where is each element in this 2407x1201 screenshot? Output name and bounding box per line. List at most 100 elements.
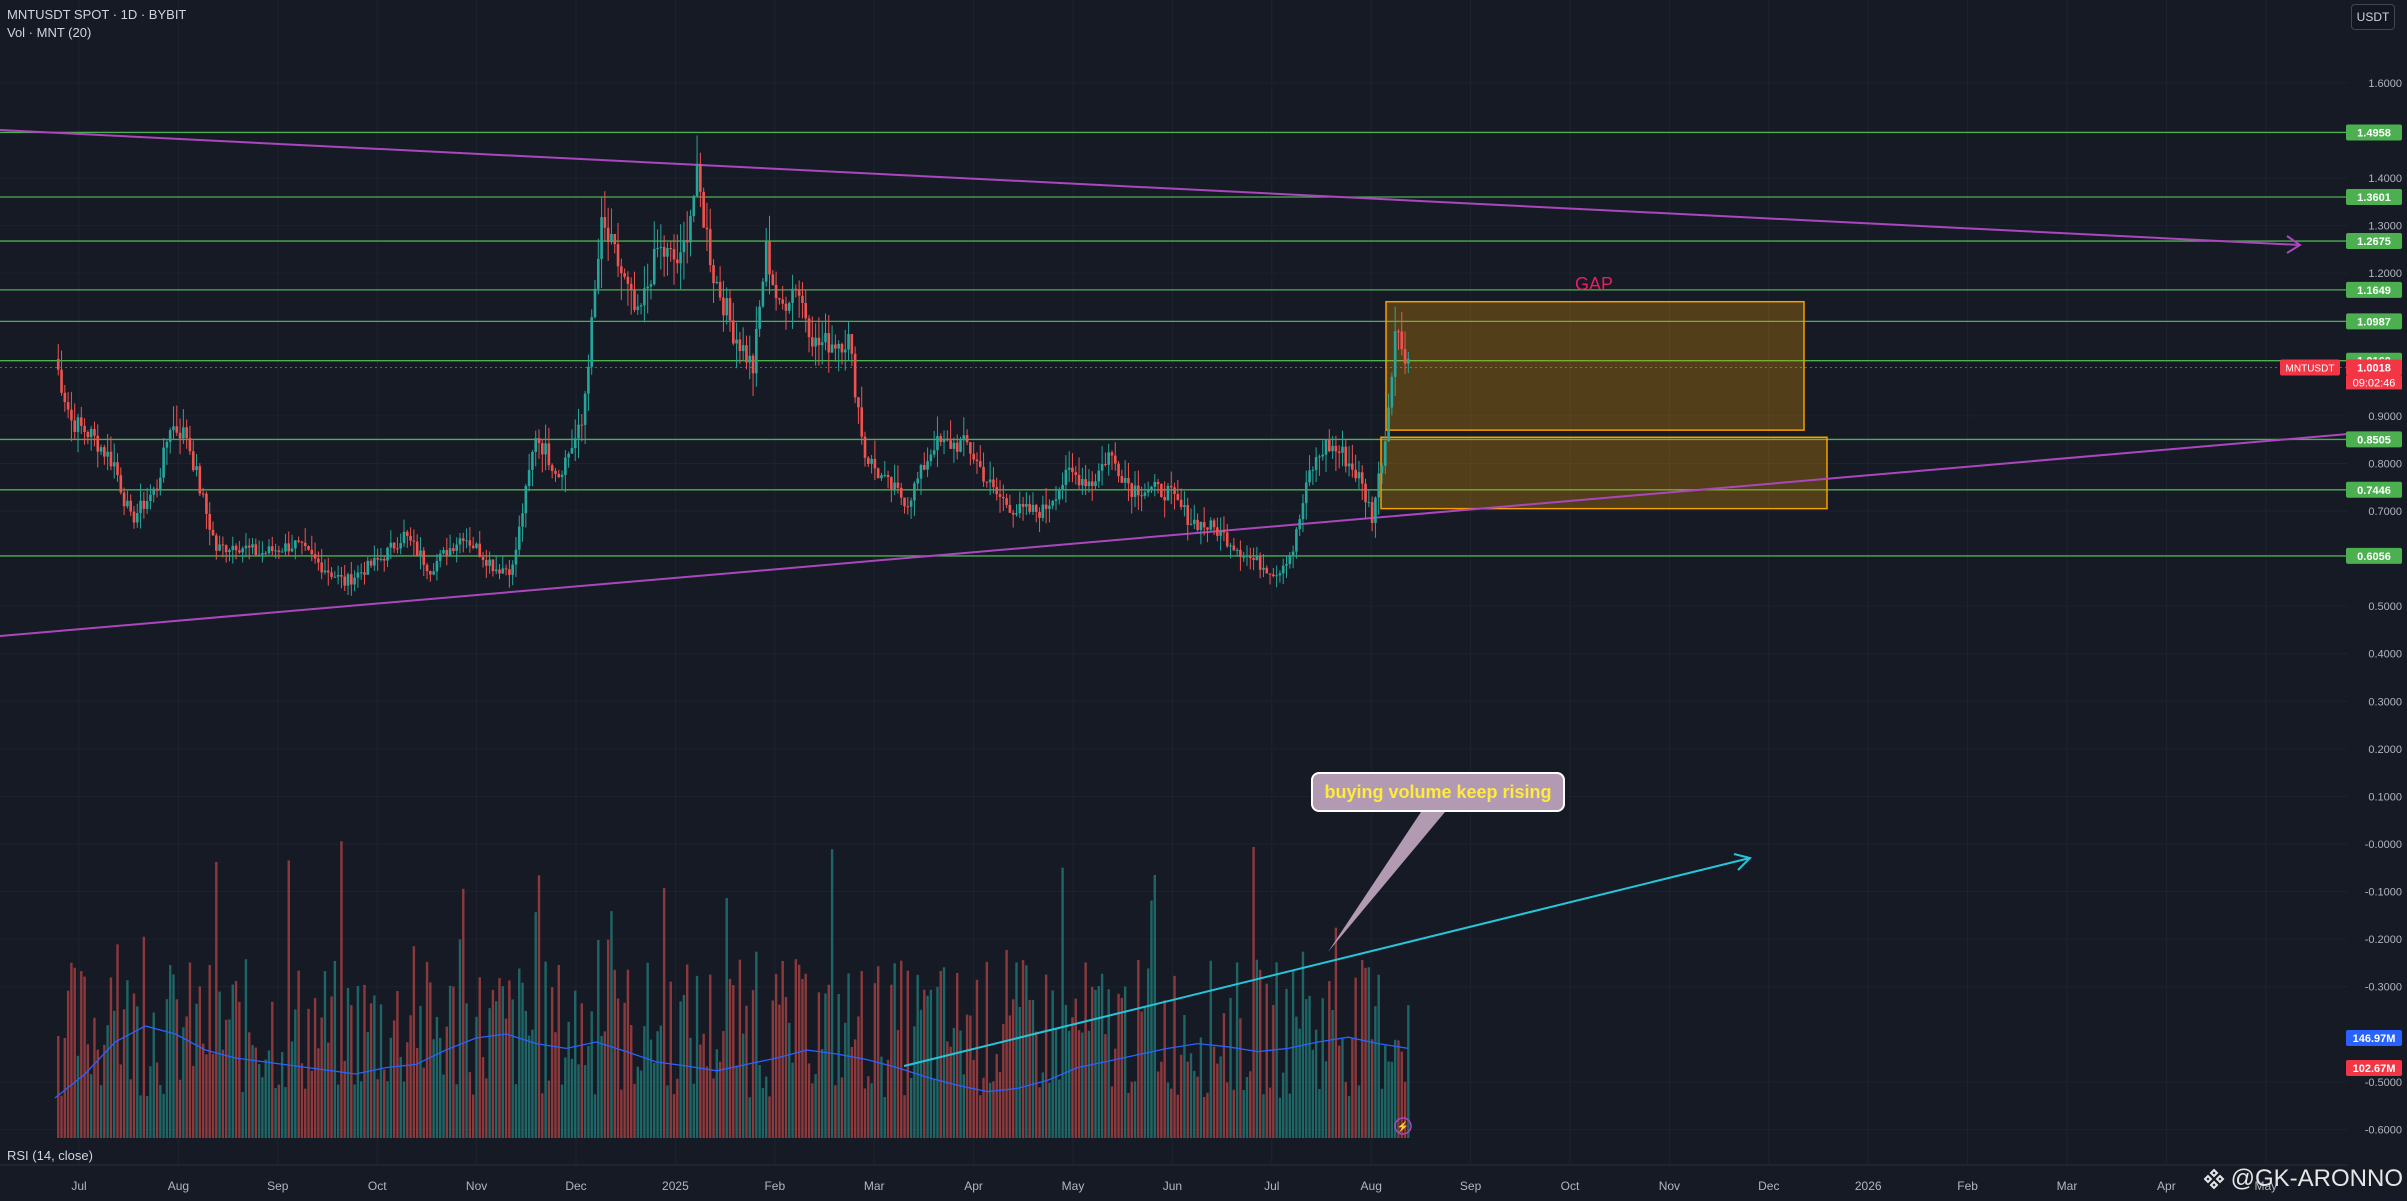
candle-body xyxy=(1090,481,1094,487)
candle-body xyxy=(1275,575,1278,577)
candle-body xyxy=(89,428,93,438)
volume-bar xyxy=(1219,1056,1222,1138)
volume-bar xyxy=(205,1054,208,1138)
candle-body xyxy=(860,407,864,437)
candle-body xyxy=(99,447,103,452)
level-label: 1.1649 xyxy=(2357,285,2391,297)
volume-bar xyxy=(1199,1037,1203,1138)
volume-bar xyxy=(1143,1006,1147,1138)
volume-bar xyxy=(1038,1087,1041,1138)
volume-bar xyxy=(613,969,616,1138)
volume-bar xyxy=(929,989,933,1138)
volume-bar xyxy=(771,1000,775,1138)
candle-body xyxy=(168,430,172,442)
volume-bar xyxy=(705,1066,709,1138)
volume-bar xyxy=(1252,847,1255,1138)
candle-body xyxy=(830,344,834,353)
volume-bar xyxy=(909,1077,913,1138)
rsi-indicator-label[interactable]: RSI (14, close) xyxy=(7,1148,93,1163)
candle-body xyxy=(475,543,478,548)
candle-body xyxy=(261,553,264,555)
volume-bar xyxy=(1305,999,1308,1138)
candle-body xyxy=(936,436,939,451)
candle-body xyxy=(659,246,663,248)
candle-body xyxy=(145,501,149,509)
candle-body xyxy=(1328,439,1331,452)
volume-bar xyxy=(807,1063,811,1138)
volume-bar xyxy=(936,986,939,1138)
volume-bar xyxy=(1216,1063,1219,1138)
candle-body xyxy=(1143,492,1147,496)
time-tick-label: Aug xyxy=(168,1179,189,1193)
price-tick-label: 1.6000 xyxy=(2368,78,2402,90)
alert-icon[interactable] xyxy=(1394,1117,1412,1135)
symbol-title[interactable]: MNTUSDT SPOT · 1D · BYBIT xyxy=(7,7,187,22)
callout-box[interactable] xyxy=(1311,772,1565,812)
currency-button[interactable]: USDT xyxy=(2351,4,2395,30)
candle-body xyxy=(992,479,995,488)
candle-body xyxy=(787,303,791,311)
volume-bar xyxy=(1314,1029,1318,1138)
candle-body xyxy=(843,349,847,353)
volume-bar xyxy=(188,962,192,1138)
volume-bar xyxy=(794,959,798,1138)
candle-body xyxy=(768,241,771,275)
candle-body xyxy=(692,196,696,217)
volume-indicator-label[interactable]: Vol · MNT (20) xyxy=(7,25,92,40)
candle-body xyxy=(995,487,999,495)
volume-bar xyxy=(534,912,537,1138)
volume-bar xyxy=(774,973,778,1138)
volume-bar xyxy=(1110,1086,1114,1138)
candle-body xyxy=(583,393,587,425)
candle-body xyxy=(254,544,258,556)
candle-body xyxy=(524,486,528,514)
candle-body xyxy=(1127,477,1130,484)
volume-bar xyxy=(1011,999,1015,1138)
volume-bar xyxy=(514,1084,518,1138)
candle-body xyxy=(429,571,432,575)
volume-bar xyxy=(639,1070,643,1138)
volume-bar xyxy=(626,969,630,1138)
volume-bar xyxy=(1403,1081,1407,1138)
candle-body xyxy=(1351,463,1354,470)
volume-bar xyxy=(949,1046,952,1138)
volume-bar xyxy=(768,1096,771,1138)
volume-bar xyxy=(1344,1082,1347,1138)
candle-body xyxy=(913,483,916,501)
price-tick-label: 0.2000 xyxy=(2368,744,2402,756)
volume-bar xyxy=(491,989,495,1138)
volume-bar xyxy=(577,1064,580,1138)
candle-body xyxy=(468,540,472,546)
candle-body xyxy=(1239,549,1242,557)
volume-bar xyxy=(244,959,248,1138)
candle-body xyxy=(1140,495,1143,497)
volume-bar xyxy=(853,1039,857,1138)
volume-bar xyxy=(695,975,699,1138)
volume-bar xyxy=(1407,1005,1410,1138)
candle-body xyxy=(356,572,360,578)
volume-bar xyxy=(80,971,83,1138)
candle-body xyxy=(402,531,406,544)
volume-bar xyxy=(1173,975,1176,1138)
volume-bar xyxy=(1025,965,1028,1138)
candle-body xyxy=(1057,489,1061,500)
candle-body xyxy=(728,298,732,321)
volume-bar xyxy=(412,946,416,1138)
volume-bar xyxy=(1133,1081,1137,1138)
volume-bar xyxy=(906,970,910,1138)
candle-body xyxy=(1048,505,1051,509)
candle-body xyxy=(185,427,188,439)
volume-bar xyxy=(132,993,136,1138)
candle-body xyxy=(508,569,511,575)
volume-bar xyxy=(541,1093,544,1138)
candle-body xyxy=(112,462,116,467)
candle-body xyxy=(303,542,307,547)
candle-body xyxy=(93,428,96,436)
volume-bar xyxy=(995,1054,998,1138)
candle-body xyxy=(1107,452,1110,465)
candle-body xyxy=(165,441,169,448)
candle-body xyxy=(234,545,238,551)
candle-body xyxy=(567,453,570,458)
volume-bar xyxy=(1328,981,1331,1138)
candle-body xyxy=(537,438,541,444)
